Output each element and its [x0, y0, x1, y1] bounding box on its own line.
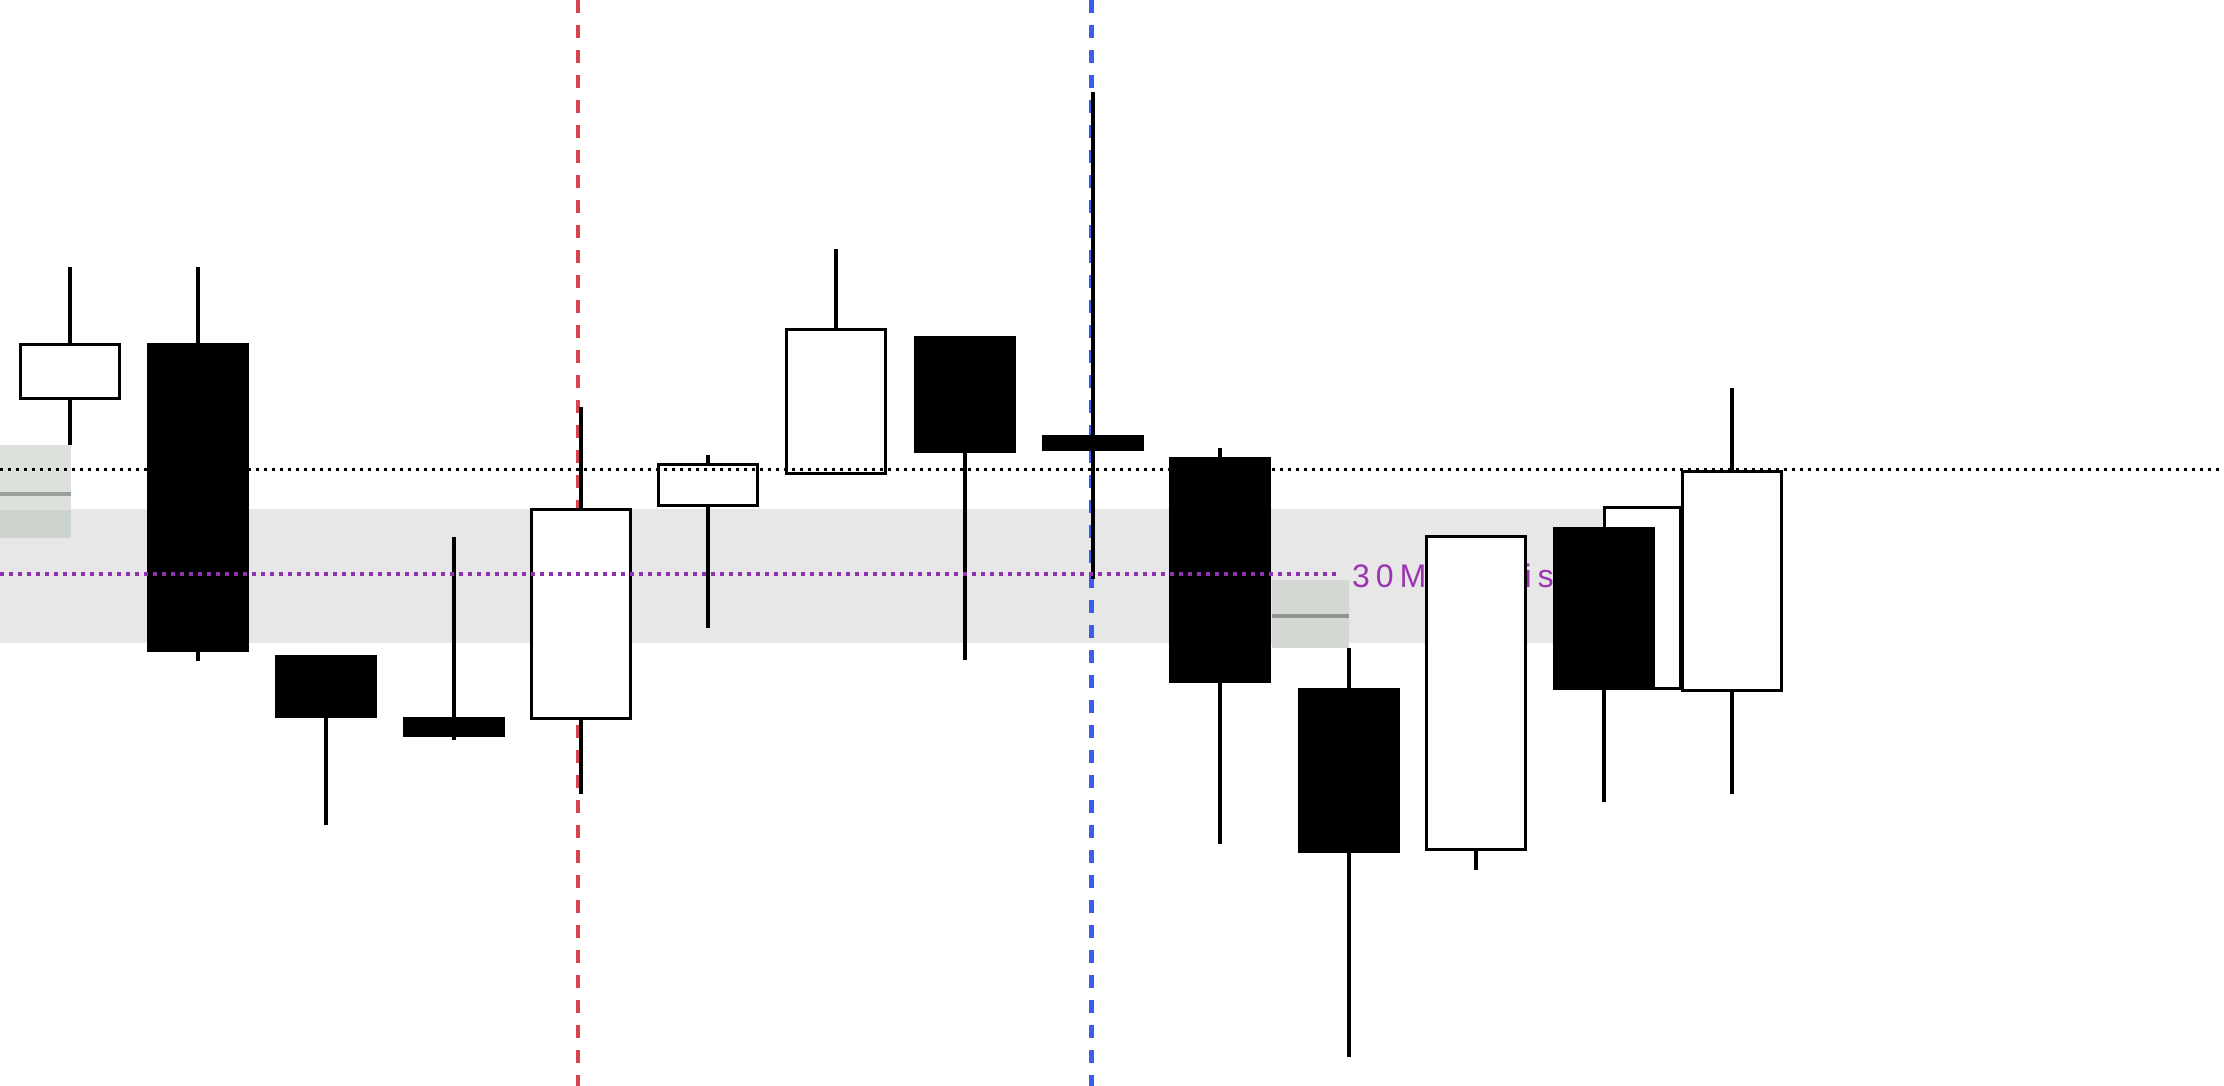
left-edge-box-upper: [0, 445, 71, 510]
candle-4-wick: [452, 537, 456, 740]
candle-9-body-bearish: [1042, 435, 1144, 451]
candle-12-body-bullish: [1425, 535, 1527, 851]
candle-3-body-bearish: [275, 655, 377, 718]
candle-14-body-bullish: [1681, 470, 1783, 692]
candle-9-wick: [1091, 92, 1095, 579]
candle-13-body-bearish: [1553, 527, 1655, 690]
candle-3-wick: [324, 655, 328, 825]
candle-2-body-bearish: [147, 343, 249, 652]
candle-11-body-bearish: [1298, 688, 1400, 853]
left-edge-box-lower: [0, 510, 71, 538]
purple-dotted-level-line: [0, 572, 1340, 576]
candle-4-body-bearish: [403, 717, 505, 737]
candle-7-body-bullish: [785, 328, 887, 475]
candle-10-body-bearish: [1169, 457, 1271, 683]
candle-5-body-bullish: [530, 508, 632, 720]
mid-chart-box-midline: [1272, 614, 1349, 618]
candle-1-body-bullish: [19, 343, 121, 400]
candle-8-body-bearish: [914, 336, 1016, 453]
candle-8-wick: [963, 336, 967, 660]
left-edge-box-upper-midline: [0, 492, 71, 496]
black-dotted-level-line: [0, 468, 2224, 471]
candle-6-wick: [706, 455, 710, 628]
